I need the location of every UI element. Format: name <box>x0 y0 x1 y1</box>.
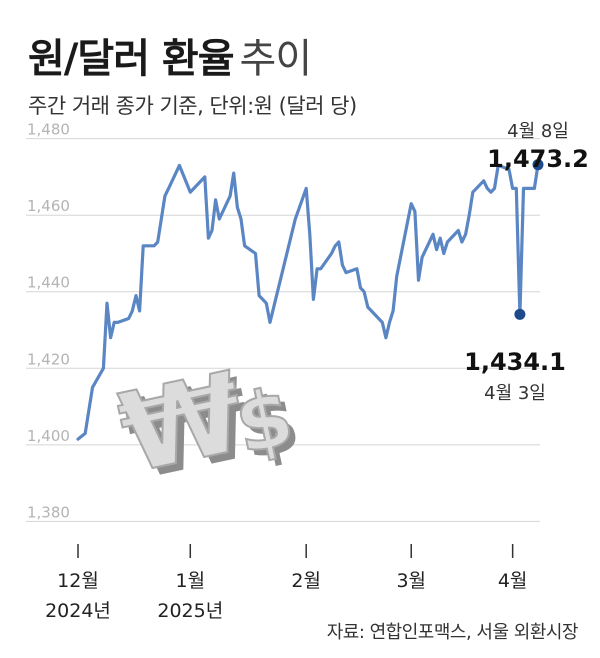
data-point-marker <box>532 159 544 171</box>
source-note: 자료: 연합인포맥스, 서울 외환시장 <box>326 622 579 643</box>
y-tick-label: 1,380 <box>27 503 70 521</box>
title-main: 원/달러 환율 <box>28 36 235 82</box>
annotation-date: 4월 8일 <box>507 121 569 142</box>
y-tick-label: 1,420 <box>27 350 70 368</box>
x-tick-month: 2월 <box>291 570 321 592</box>
title-light: 추이 <box>239 36 313 82</box>
gridlines <box>26 138 540 522</box>
svg-text:₩: ₩ <box>117 354 262 504</box>
annotation-date: 4월 3일 <box>484 383 546 404</box>
chart-title: 원/달러 환율 추이 <box>28 26 313 84</box>
annotation-value: 1,434.1 <box>464 348 566 376</box>
annotations: 4월 8일 1,473.2 1,434.1 4월 3일 <box>464 121 589 404</box>
x-tick-month: 3월 <box>396 570 426 592</box>
annotation-value: 1,473.2 <box>487 145 589 173</box>
svg-text:₩: ₩ <box>109 348 254 498</box>
won-dollar-watermark-icon: ₩ ₩ $ $ <box>108 347 307 505</box>
x-tick-month: 4월 <box>498 570 528 592</box>
exchange-rate-line <box>76 163 540 441</box>
series <box>76 163 540 441</box>
y-tick-label: 1,480 <box>27 121 70 139</box>
y-tick-label: 1,440 <box>27 274 70 292</box>
axes: 1,480 1,460 1,440 1,420 1,400 1,380 12월 2024년 1월… <box>27 121 527 622</box>
x-tick-month: 1월 <box>175 570 205 592</box>
data-point-marker <box>514 308 526 320</box>
x-tick-year: 2024년 <box>45 600 111 622</box>
chart-subtitle: 주간 거래 종가 기준, 단위:원 (달러 당) <box>28 94 357 118</box>
x-tick-month: 12월 <box>57 570 99 592</box>
y-tick-label: 1,400 <box>27 427 70 445</box>
x-tick-year: 2025년 <box>157 600 223 622</box>
y-tick-label: 1,460 <box>27 197 70 215</box>
